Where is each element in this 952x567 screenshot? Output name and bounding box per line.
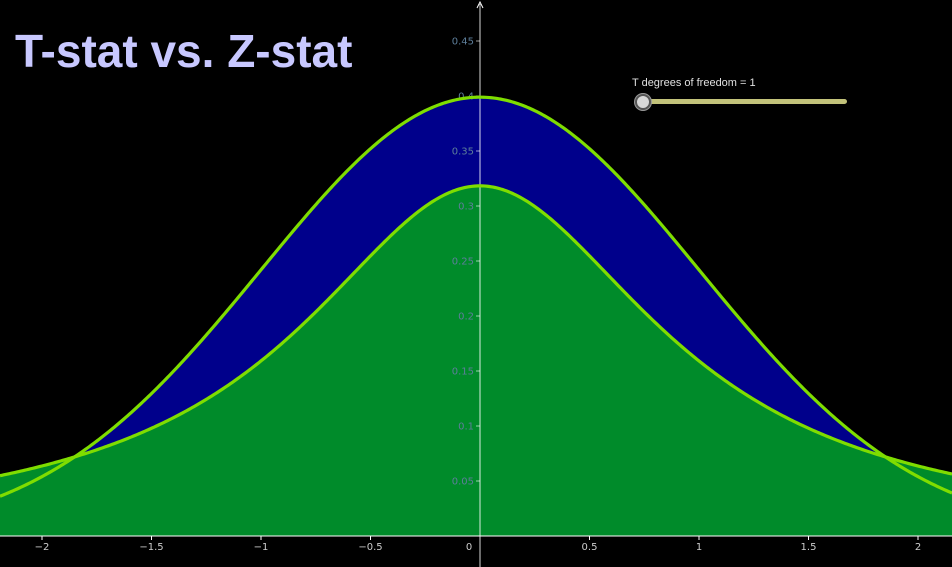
y-tick-label: 0.45 (452, 37, 474, 48)
x-axis-ticks: −4−3.5−3−2.5−2−1.5−1−0.500.511.522.533.5… (35, 536, 921, 553)
t-curve-line (0, 184, 952, 478)
x-tick-label: 2 (915, 542, 921, 553)
chart-title: T-stat vs. Z-stat (15, 25, 353, 77)
x-tick-label: 0 (466, 542, 472, 553)
curve-lines (0, 95, 952, 498)
y-tick-label: 0.1 (458, 422, 474, 433)
x-tick-label: 1.5 (801, 542, 817, 553)
curve-areas (0, 97, 952, 537)
y-tick-label: 0.15 (452, 367, 474, 378)
df-slider-label: T degrees of freedom = 1 (632, 77, 756, 89)
x-tick-label: −0.5 (358, 542, 382, 553)
normal-curve-line (0, 95, 952, 498)
df-slider[interactable]: T degrees of freedom = 1 (632, 77, 862, 117)
y-tick-label: 0.3 (458, 202, 474, 213)
x-tick-label: 0.5 (582, 542, 598, 553)
x-tick-label: −1 (254, 542, 269, 553)
df-slider-knob[interactable] (635, 94, 651, 110)
y-tick-label: 0.05 (452, 477, 474, 488)
x-tick-label: −1.5 (139, 542, 163, 553)
df-slider-track[interactable] (642, 99, 847, 104)
y-tick-label: 0.35 (452, 147, 474, 158)
y-tick-label: 0.25 (452, 257, 474, 268)
t-area (0, 185, 952, 537)
x-tick-label: 1 (696, 542, 702, 553)
y-tick-label: 0.2 (458, 312, 474, 323)
y-axis-arrow (476, 0, 484, 9)
x-tick-label: −2 (35, 542, 50, 553)
